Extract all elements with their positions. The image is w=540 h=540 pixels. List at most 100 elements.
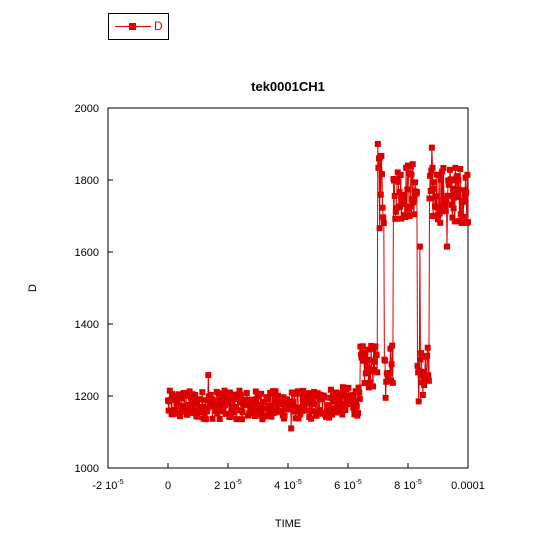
data-point <box>264 396 271 403</box>
data-point <box>361 380 368 386</box>
data-point <box>409 161 416 168</box>
data-point <box>448 177 455 184</box>
data-point <box>166 387 173 394</box>
data-point <box>234 407 241 414</box>
data-point <box>413 189 420 196</box>
y-tick-label: 1200 <box>75 391 99 403</box>
data-point <box>165 407 172 414</box>
data-point <box>377 191 384 198</box>
data-point <box>408 171 415 178</box>
data-point <box>342 407 349 414</box>
data-point <box>437 219 444 226</box>
data-point <box>371 358 378 365</box>
data-point <box>204 408 211 415</box>
data-point <box>258 390 265 397</box>
data-point <box>382 357 388 364</box>
data-point <box>387 345 394 352</box>
data-point <box>415 398 422 405</box>
data-point <box>454 193 461 200</box>
data-point <box>404 186 411 193</box>
data-point <box>365 384 372 391</box>
data-point <box>202 397 209 404</box>
data-point <box>277 401 284 408</box>
data-point <box>432 193 439 200</box>
data-point <box>359 343 366 350</box>
data-point <box>325 402 332 409</box>
data-point <box>201 412 208 419</box>
data-point <box>243 390 250 396</box>
data-point <box>251 406 257 413</box>
data-point <box>225 399 232 406</box>
data-point <box>237 399 244 406</box>
y-tick-label: 1000 <box>75 463 99 475</box>
data-point <box>178 395 185 402</box>
x-tick-label: 4 10-5 <box>274 479 302 492</box>
data-point <box>425 372 432 379</box>
data-point <box>376 225 383 232</box>
data-point <box>311 401 318 408</box>
data-point <box>425 377 432 384</box>
data-point <box>222 410 229 417</box>
data-point <box>301 402 308 409</box>
data-point <box>460 198 467 205</box>
data-point <box>464 171 471 178</box>
data-point <box>316 407 323 414</box>
data-point <box>302 390 309 397</box>
data-point <box>225 396 232 403</box>
data-point <box>372 343 379 350</box>
data-point <box>382 394 389 401</box>
data-point <box>260 405 267 412</box>
data-point <box>412 179 419 186</box>
y-tick-label: 2000 <box>75 103 99 115</box>
x-tick-label: 8 10-5 <box>394 479 422 492</box>
data-point <box>392 208 399 215</box>
data-point <box>303 407 310 414</box>
data-point <box>460 213 467 220</box>
data-point <box>451 194 458 201</box>
data-point <box>440 165 447 171</box>
data-point <box>349 392 356 399</box>
data-point <box>341 389 348 396</box>
data-point <box>356 389 363 396</box>
data-point <box>461 193 468 200</box>
data-point <box>310 395 317 402</box>
data-point <box>281 412 288 419</box>
data-point <box>220 393 227 400</box>
data-point <box>279 408 286 415</box>
data-point <box>295 415 302 422</box>
data-point <box>437 176 444 183</box>
data-point <box>424 352 431 359</box>
data-point <box>395 178 402 185</box>
data-point <box>391 192 398 199</box>
data-point <box>309 408 316 415</box>
data-point <box>303 393 310 400</box>
data-point <box>389 342 396 349</box>
data-point <box>444 192 451 199</box>
data-point <box>378 153 385 159</box>
data-point <box>202 416 209 423</box>
data-point <box>465 219 471 226</box>
data-point <box>236 387 243 394</box>
data-point <box>272 388 279 395</box>
y-tick-label: 1800 <box>75 175 99 187</box>
data-point <box>227 413 234 420</box>
data-point <box>176 392 183 399</box>
data-point <box>424 344 431 351</box>
data-point <box>398 215 405 222</box>
data-point <box>442 208 449 215</box>
data-point <box>218 404 225 411</box>
x-axis: -2 10-5 0 2 10-5 4 10-5 6 10-5 8 10-5 0.0001 <box>92 463 485 492</box>
data-point <box>183 392 189 399</box>
data-point <box>219 396 226 403</box>
data-point <box>434 204 441 211</box>
x-tick-label: 6 10-5 <box>334 479 362 492</box>
data-point <box>448 201 455 208</box>
data-point <box>410 211 417 218</box>
data-point <box>439 168 446 175</box>
data-point <box>392 215 399 222</box>
data-point <box>414 362 421 369</box>
data-point <box>374 141 381 147</box>
data-point <box>458 219 465 226</box>
legend-square-marker-icon <box>129 23 136 30</box>
